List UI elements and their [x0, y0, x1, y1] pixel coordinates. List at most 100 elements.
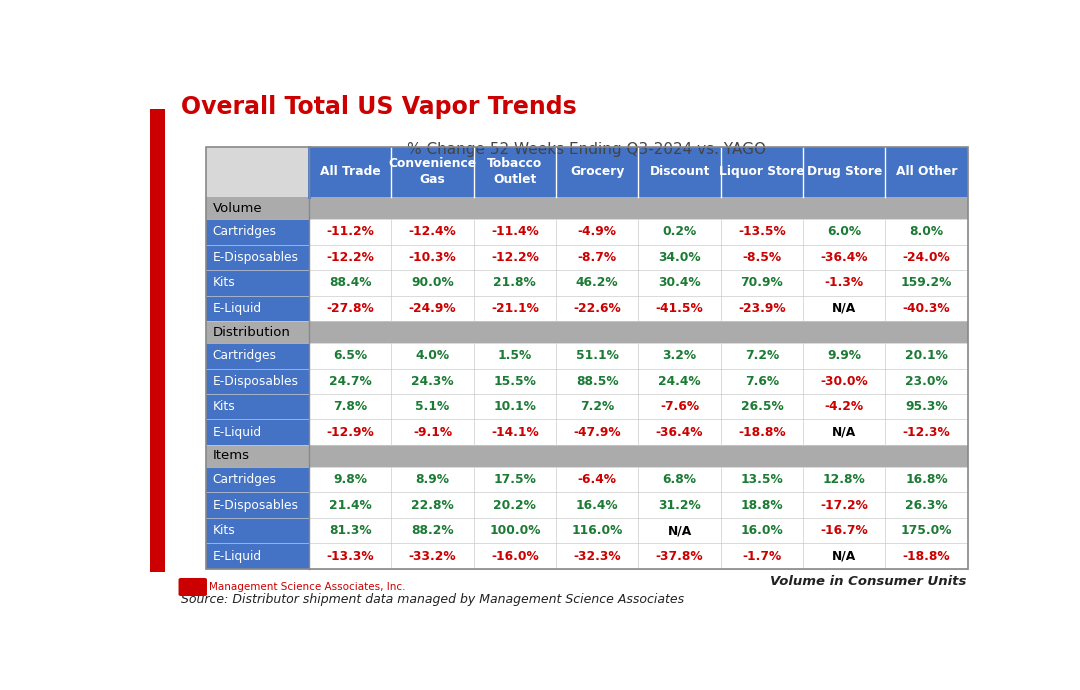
Text: -13.5%: -13.5%: [738, 226, 786, 238]
Text: E-Liquid: E-Liquid: [213, 550, 262, 562]
Text: -12.2%: -12.2%: [326, 250, 374, 264]
Bar: [638, 219, 720, 244]
Bar: [474, 295, 556, 321]
Text: 26.3%: 26.3%: [905, 499, 948, 512]
Text: Overall Total US Vapor Trends: Overall Total US Vapor Trends: [181, 95, 577, 119]
Text: -18.8%: -18.8%: [738, 426, 786, 439]
Text: -12.9%: -12.9%: [326, 426, 374, 439]
Text: -30.0%: -30.0%: [821, 375, 868, 388]
Text: 88.2%: 88.2%: [411, 524, 454, 538]
Text: -41.5%: -41.5%: [656, 302, 703, 315]
Bar: [556, 394, 638, 420]
Text: 95.3%: 95.3%: [905, 400, 948, 413]
Text: Kits: Kits: [213, 524, 235, 538]
Bar: [206, 295, 309, 321]
Bar: [720, 295, 804, 321]
Text: 34.0%: 34.0%: [658, 250, 701, 264]
Text: -14.1%: -14.1%: [491, 426, 539, 439]
Text: -1.7%: -1.7%: [742, 550, 782, 562]
Text: E-Liquid: E-Liquid: [213, 302, 262, 315]
Bar: [391, 493, 474, 518]
Bar: [391, 244, 474, 270]
Text: 88.4%: 88.4%: [329, 276, 372, 289]
Bar: [309, 343, 391, 368]
Text: -10.3%: -10.3%: [408, 250, 457, 264]
Bar: [556, 219, 638, 244]
Text: 0.2%: 0.2%: [662, 226, 697, 238]
Bar: [391, 368, 474, 394]
Bar: [206, 544, 309, 569]
Text: Cartridges: Cartridges: [213, 473, 276, 486]
Text: 159.2%: 159.2%: [901, 276, 953, 289]
Text: 20.2%: 20.2%: [494, 499, 537, 512]
Bar: [391, 518, 474, 544]
Bar: [474, 493, 556, 518]
Text: Cartridges: Cartridges: [213, 349, 276, 362]
Text: Liquor Store: Liquor Store: [719, 166, 805, 178]
Bar: [206, 321, 968, 343]
Text: Source: Distributor shipment data managed by Management Science Associates: Source: Distributor shipment data manage…: [181, 593, 684, 606]
Text: 10.1%: 10.1%: [494, 400, 537, 413]
Bar: [804, 219, 886, 244]
Text: 22.8%: 22.8%: [411, 499, 454, 512]
Text: 24.4%: 24.4%: [658, 375, 701, 388]
Text: 16.8%: 16.8%: [905, 473, 948, 486]
Bar: [206, 146, 968, 569]
Bar: [391, 295, 474, 321]
Bar: [886, 343, 968, 368]
Bar: [720, 244, 804, 270]
Text: 18.8%: 18.8%: [741, 499, 783, 512]
Bar: [638, 518, 720, 544]
Text: 15.5%: 15.5%: [494, 375, 537, 388]
Bar: [474, 244, 556, 270]
Bar: [804, 244, 886, 270]
Text: msa: msa: [183, 582, 203, 591]
Text: 21.4%: 21.4%: [328, 499, 372, 512]
Text: 21.8%: 21.8%: [494, 276, 537, 289]
Text: -33.2%: -33.2%: [408, 550, 457, 562]
Bar: [720, 493, 804, 518]
Bar: [206, 420, 309, 445]
Bar: [391, 343, 474, 368]
Text: -16.0%: -16.0%: [491, 550, 539, 562]
Text: 30.4%: 30.4%: [658, 276, 701, 289]
Bar: [720, 368, 804, 394]
Text: -4.9%: -4.9%: [578, 226, 617, 238]
Bar: [638, 394, 720, 420]
Text: 7.6%: 7.6%: [745, 375, 779, 388]
Bar: [309, 219, 391, 244]
Text: -12.4%: -12.4%: [408, 226, 457, 238]
Bar: [556, 343, 638, 368]
Text: Tobacco
Outlet: Tobacco Outlet: [487, 157, 542, 186]
Text: -37.8%: -37.8%: [656, 550, 703, 562]
Bar: [638, 420, 720, 445]
Bar: [886, 518, 968, 544]
Bar: [391, 420, 474, 445]
Bar: [638, 343, 720, 368]
Bar: [720, 394, 804, 420]
Text: N/A: N/A: [667, 524, 691, 538]
Bar: [638, 493, 720, 518]
Bar: [556, 368, 638, 394]
Bar: [309, 368, 391, 394]
Bar: [556, 493, 638, 518]
Text: 8.9%: 8.9%: [416, 473, 449, 486]
Text: 175.0%: 175.0%: [901, 524, 953, 538]
Bar: [720, 420, 804, 445]
Bar: [309, 146, 968, 197]
Text: -12.2%: -12.2%: [491, 250, 539, 264]
Bar: [886, 467, 968, 493]
Bar: [206, 493, 309, 518]
Bar: [474, 544, 556, 569]
Bar: [720, 518, 804, 544]
Text: 7.2%: 7.2%: [745, 349, 779, 362]
Text: -12.3%: -12.3%: [903, 426, 950, 439]
Bar: [720, 544, 804, 569]
Text: -1.3%: -1.3%: [825, 276, 864, 289]
Bar: [886, 544, 968, 569]
Text: 100.0%: 100.0%: [489, 524, 541, 538]
Bar: [886, 368, 968, 394]
Bar: [638, 544, 720, 569]
Bar: [206, 368, 309, 394]
Text: 3.2%: 3.2%: [662, 349, 697, 362]
